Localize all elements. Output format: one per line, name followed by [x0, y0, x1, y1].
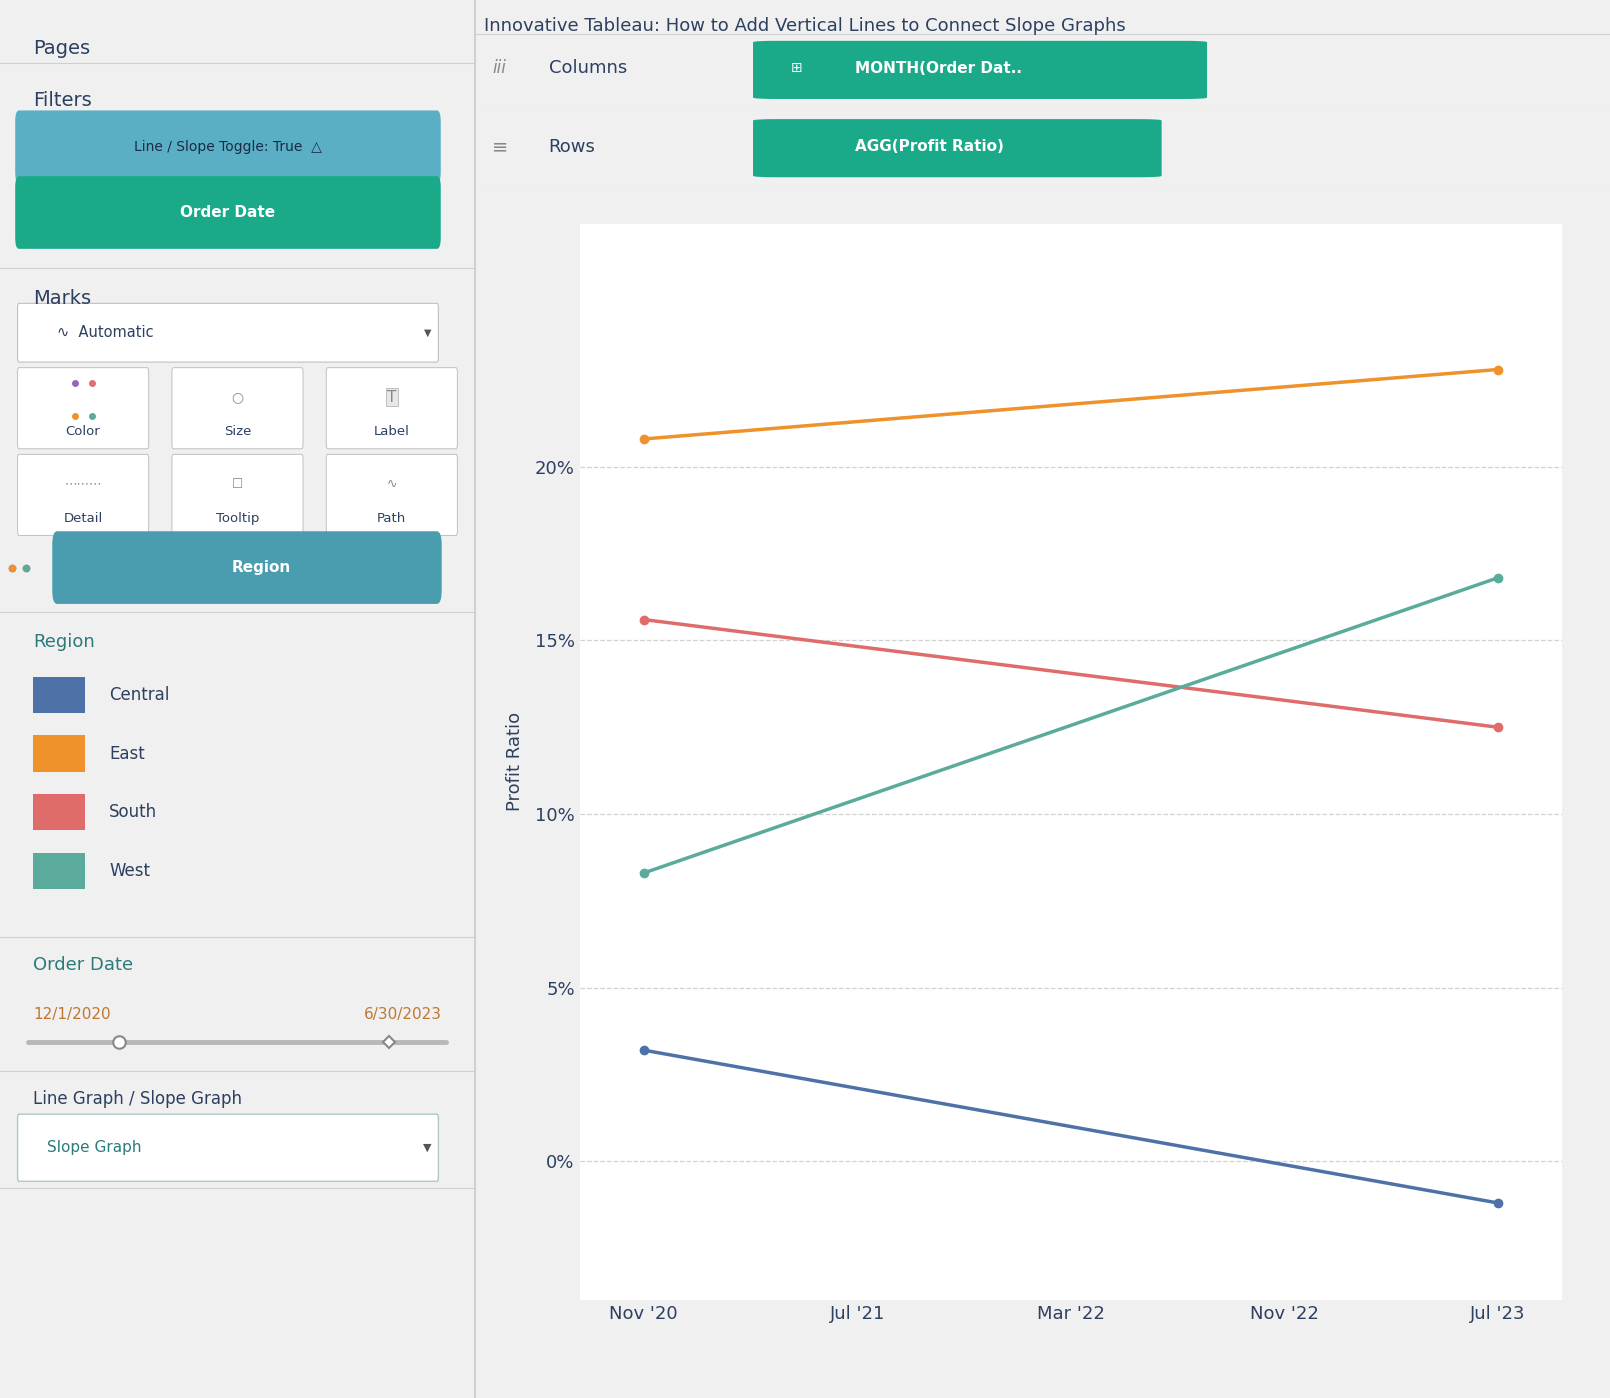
FancyBboxPatch shape — [18, 303, 438, 362]
Text: iii: iii — [493, 60, 506, 77]
Text: East: East — [109, 745, 145, 762]
Text: T: T — [386, 390, 396, 405]
FancyBboxPatch shape — [34, 853, 85, 889]
Text: Rows: Rows — [549, 138, 596, 155]
FancyBboxPatch shape — [34, 677, 85, 713]
FancyBboxPatch shape — [18, 454, 148, 535]
Text: Line / Slope Toggle: True  △: Line / Slope Toggle: True △ — [134, 140, 322, 154]
Text: Central: Central — [109, 686, 169, 703]
Text: 6/30/2023: 6/30/2023 — [364, 1007, 441, 1022]
Text: Color: Color — [66, 425, 100, 438]
Text: ▼: ▼ — [423, 327, 431, 338]
Text: 12/1/2020: 12/1/2020 — [34, 1007, 111, 1022]
Text: ≡: ≡ — [493, 137, 509, 157]
Text: ⋯⋯⋯: ⋯⋯⋯ — [64, 478, 101, 491]
Text: Label: Label — [374, 425, 411, 438]
Y-axis label: Profit Ratio: Profit Ratio — [506, 713, 523, 811]
Text: ☐: ☐ — [232, 478, 243, 491]
Text: Slope Graph: Slope Graph — [48, 1141, 142, 1155]
FancyBboxPatch shape — [34, 794, 85, 830]
Text: Region: Region — [232, 561, 291, 575]
FancyBboxPatch shape — [327, 454, 457, 535]
Text: Tooltip: Tooltip — [216, 512, 259, 524]
Text: Pages: Pages — [34, 39, 90, 59]
Text: ∿  Automatic: ∿ Automatic — [56, 326, 153, 340]
Text: MONTH(Order Dat..: MONTH(Order Dat.. — [855, 62, 1022, 75]
Text: Region: Region — [34, 633, 95, 651]
Text: Size: Size — [224, 425, 251, 438]
FancyBboxPatch shape — [753, 41, 1208, 99]
Text: ▼: ▼ — [423, 1142, 431, 1153]
Text: Line Graph / Slope Graph: Line Graph / Slope Graph — [34, 1090, 242, 1109]
Text: South: South — [109, 804, 158, 821]
Text: West: West — [109, 863, 150, 879]
Text: ∿: ∿ — [386, 478, 398, 491]
Text: Columns: Columns — [549, 60, 626, 77]
FancyBboxPatch shape — [14, 110, 441, 183]
Text: Path: Path — [377, 512, 406, 524]
FancyBboxPatch shape — [172, 454, 303, 535]
Text: Detail: Detail — [63, 512, 103, 524]
FancyBboxPatch shape — [18, 1114, 438, 1181]
FancyBboxPatch shape — [14, 176, 441, 249]
Text: ○: ○ — [232, 390, 243, 404]
FancyBboxPatch shape — [18, 368, 148, 449]
Text: Order Date: Order Date — [180, 206, 275, 219]
Text: ⊞: ⊞ — [791, 62, 802, 75]
FancyBboxPatch shape — [753, 119, 1162, 178]
Text: Innovative Tableau: How to Add Vertical Lines to Connect Slope Graphs: Innovative Tableau: How to Add Vertical … — [485, 17, 1125, 35]
FancyBboxPatch shape — [327, 368, 457, 449]
FancyBboxPatch shape — [172, 368, 303, 449]
FancyBboxPatch shape — [34, 735, 85, 772]
Text: Marks: Marks — [34, 289, 92, 309]
Text: Order Date: Order Date — [34, 956, 134, 974]
Text: Filters: Filters — [34, 91, 92, 110]
FancyBboxPatch shape — [52, 531, 441, 604]
Text: AGG(Profit Ratio): AGG(Profit Ratio) — [855, 140, 1005, 154]
